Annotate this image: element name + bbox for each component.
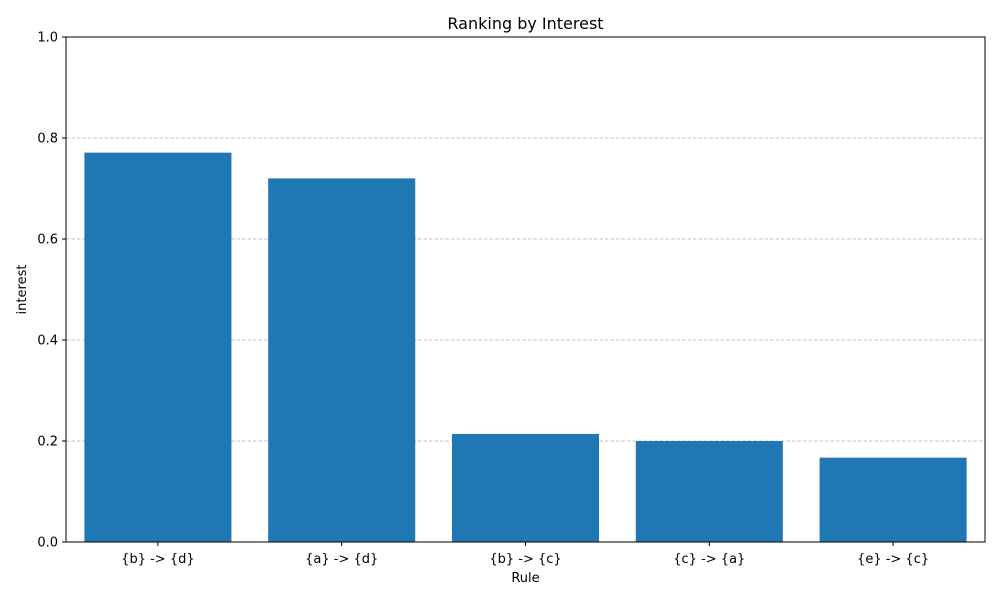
chart-title: Ranking by Interest — [447, 14, 603, 33]
bar — [84, 152, 232, 542]
y-tick-label: 0.6 — [37, 233, 58, 248]
y-axis-label: interest — [15, 265, 30, 315]
x-tick-label: {a} -> {d} — [305, 552, 378, 567]
x-tick-label: {b} -> {d} — [121, 552, 194, 567]
y-tick-label: 0.4 — [37, 334, 58, 349]
bar — [268, 178, 416, 542]
y-tick-label: 0.2 — [37, 435, 58, 450]
x-tick-label: {e} -> {c} — [857, 552, 929, 567]
y-axis-ticks: 0.0 0.2 0.4 0.6 0.8 1.0 — [37, 31, 66, 551]
y-tick-label: 0.0 — [37, 536, 58, 551]
bar — [635, 441, 783, 542]
y-tick-label: 0.8 — [37, 132, 58, 147]
y-tick-label: 1.0 — [37, 31, 58, 46]
bars — [84, 152, 967, 542]
x-tick-label: {c} -> {a} — [673, 552, 745, 567]
bar — [451, 433, 600, 542]
x-axis-ticks: {b} -> {d} {a} -> {d} {b} -> {c} {c} -> {a}… — [121, 542, 929, 567]
bar — [819, 457, 967, 542]
x-axis-label: Rule — [511, 571, 539, 586]
x-tick-label: {b} -> {c} — [489, 552, 561, 567]
